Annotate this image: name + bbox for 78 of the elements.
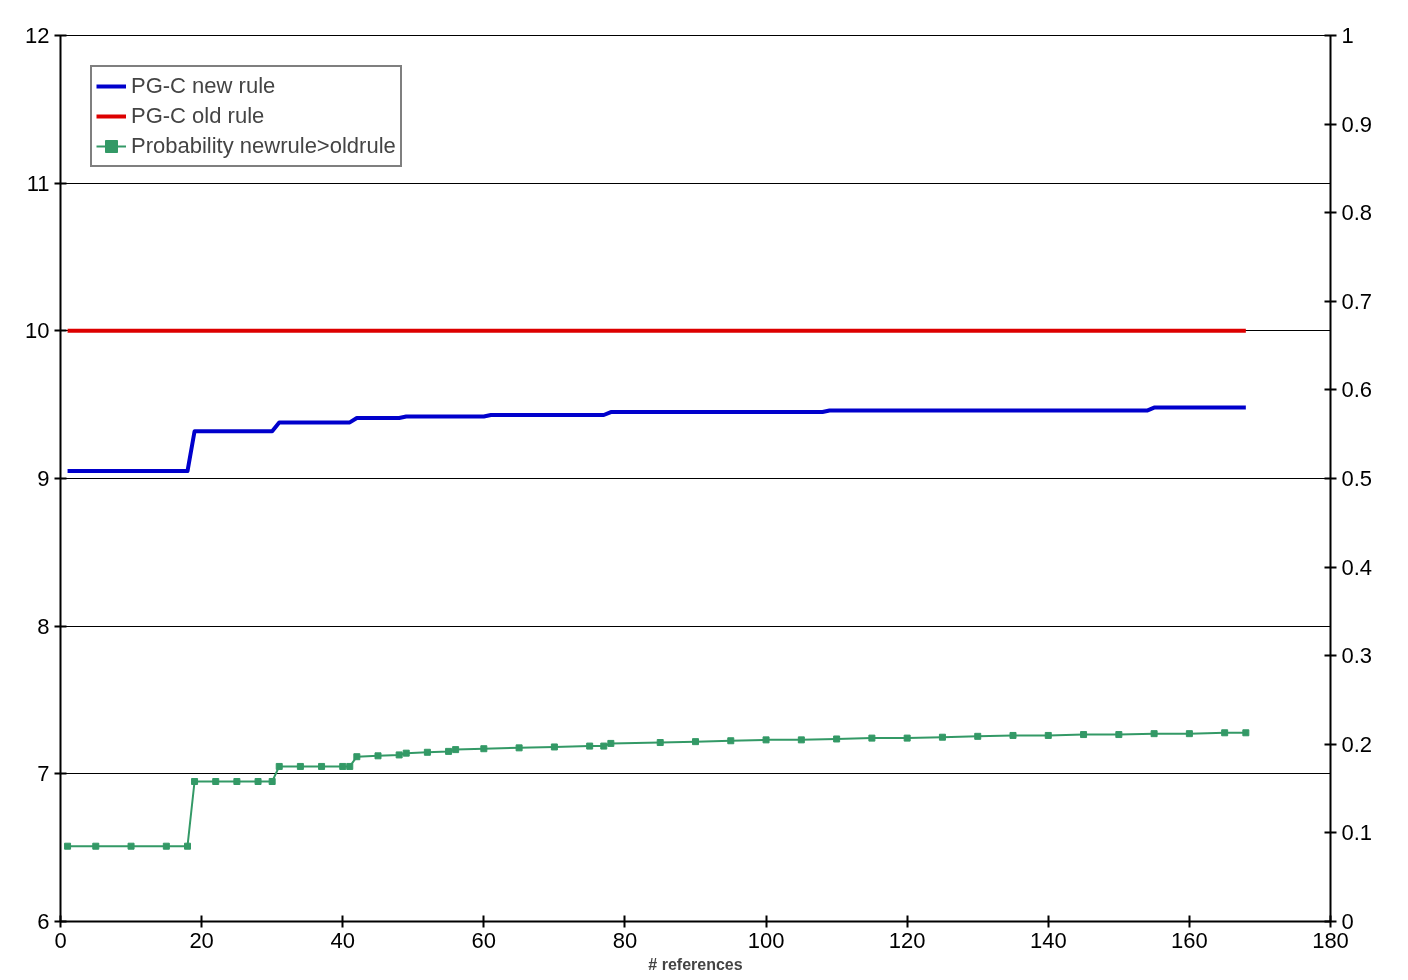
point bbox=[452, 746, 460, 754]
point bbox=[480, 745, 488, 753]
x-tick-label: 0 bbox=[54, 927, 67, 953]
point bbox=[268, 778, 276, 786]
point bbox=[903, 734, 911, 742]
y2-tick-label: 1 bbox=[1341, 23, 1354, 48]
point bbox=[346, 762, 354, 770]
point bbox=[212, 778, 220, 786]
point bbox=[184, 842, 191, 850]
y-tick-label: 6 bbox=[37, 909, 50, 934]
point bbox=[797, 736, 805, 744]
point bbox=[550, 743, 558, 751]
x-tick-label: 100 bbox=[747, 927, 785, 953]
point bbox=[656, 739, 664, 747]
point bbox=[515, 744, 523, 752]
x-tick-label: 120 bbox=[888, 927, 926, 953]
point bbox=[423, 748, 431, 756]
point bbox=[727, 737, 735, 745]
point bbox=[600, 742, 608, 750]
point bbox=[374, 752, 382, 760]
point bbox=[445, 747, 453, 755]
x-axis-title: # references bbox=[648, 955, 743, 973]
point bbox=[402, 749, 410, 757]
y2-tick-label: 0.3 bbox=[1341, 643, 1373, 669]
point bbox=[353, 753, 361, 761]
point bbox=[1009, 731, 1017, 739]
y2-tick-label: 0.6 bbox=[1341, 377, 1373, 403]
legend-label: PG-C old rule bbox=[131, 102, 265, 130]
point bbox=[92, 842, 100, 850]
x-tick-label: 40 bbox=[330, 927, 355, 953]
x-tick-label: 20 bbox=[189, 927, 214, 953]
point bbox=[318, 762, 326, 770]
point bbox=[1185, 730, 1193, 738]
point bbox=[127, 842, 135, 850]
point bbox=[607, 739, 615, 747]
point bbox=[395, 751, 403, 759]
y-tick-label: 11 bbox=[26, 170, 50, 196]
y2-tick-label: 0.1 bbox=[1341, 820, 1373, 846]
point bbox=[762, 736, 770, 744]
legend-label: PG-C new rule bbox=[131, 72, 276, 100]
point bbox=[1221, 729, 1229, 737]
y2-tick-label: 0.8 bbox=[1341, 200, 1373, 226]
point bbox=[339, 762, 347, 770]
point bbox=[162, 842, 170, 850]
point bbox=[586, 742, 594, 750]
point bbox=[296, 762, 304, 770]
point bbox=[233, 778, 241, 786]
y2-tick-label: 0.4 bbox=[1341, 554, 1373, 580]
y-tick-label: 8 bbox=[37, 613, 50, 639]
y-tick-label: 12 bbox=[25, 23, 50, 48]
point bbox=[974, 732, 982, 740]
point bbox=[1115, 731, 1123, 739]
point bbox=[938, 733, 946, 741]
y2-tick-label: 0.2 bbox=[1341, 731, 1373, 757]
y2-tick-label: 0.9 bbox=[1341, 111, 1373, 137]
point bbox=[1080, 731, 1088, 739]
y-tick-label: 7 bbox=[37, 761, 50, 787]
line-series bbox=[65, 405, 1248, 474]
point bbox=[1242, 729, 1250, 737]
x-tick-label: 80 bbox=[612, 927, 638, 953]
x-tick-label: 160 bbox=[1171, 927, 1208, 953]
y-tick-label: 10 bbox=[25, 318, 50, 344]
y2-tick-label: 0 bbox=[1341, 909, 1354, 934]
point bbox=[692, 738, 699, 746]
point bbox=[1044, 731, 1052, 739]
point bbox=[275, 762, 283, 770]
x-tick-label: 140 bbox=[1029, 927, 1067, 953]
x-tick-label: 60 bbox=[471, 927, 497, 953]
y-tick-label: 9 bbox=[37, 466, 50, 491]
point bbox=[868, 734, 876, 742]
legend-label: Probability newrule>oldrule bbox=[131, 132, 396, 160]
point bbox=[191, 778, 199, 786]
point bbox=[254, 778, 262, 786]
point bbox=[833, 735, 841, 743]
y2-tick-label: 0.5 bbox=[1341, 466, 1373, 491]
point bbox=[64, 842, 72, 850]
y2-tick-label: 0.7 bbox=[1341, 288, 1373, 314]
point bbox=[1150, 730, 1158, 738]
